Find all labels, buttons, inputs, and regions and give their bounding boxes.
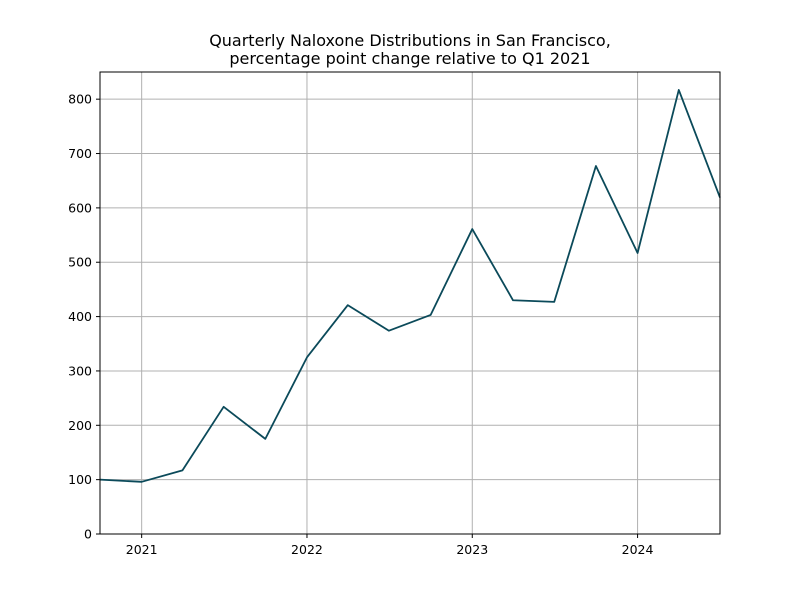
- y-tick-label: 300: [68, 363, 92, 378]
- y-tick-label: 200: [68, 418, 92, 433]
- x-tick-label: 2023: [456, 542, 488, 557]
- axis-layer: 0 100 200 300 400 500 600 700 800 2021 2022 2023 202…: [68, 92, 653, 557]
- series-line-0: [99, 89, 721, 483]
- y-tick-label: 400: [68, 309, 92, 324]
- x-tick-label: 2024: [622, 542, 654, 557]
- grid-layer: [100, 72, 720, 535]
- chart-title-line-2: percentage point change relative to Q1 2…: [229, 49, 590, 68]
- y-tick-label: 600: [68, 200, 92, 215]
- plot-frame: [99, 71, 721, 535]
- x-tick-label: 2022: [291, 542, 323, 557]
- chart-title-line-1: Quarterly Naloxone Distributions in San …: [209, 31, 611, 50]
- series-layer: [99, 89, 721, 483]
- x-tick-label: 2021: [126, 542, 158, 557]
- y-tick-label: 500: [68, 255, 92, 270]
- y-tick-label: 100: [68, 472, 92, 487]
- y-tick-label: 700: [68, 146, 92, 161]
- y-tick-label: 0: [84, 527, 92, 542]
- y-tick-label: 800: [68, 92, 92, 107]
